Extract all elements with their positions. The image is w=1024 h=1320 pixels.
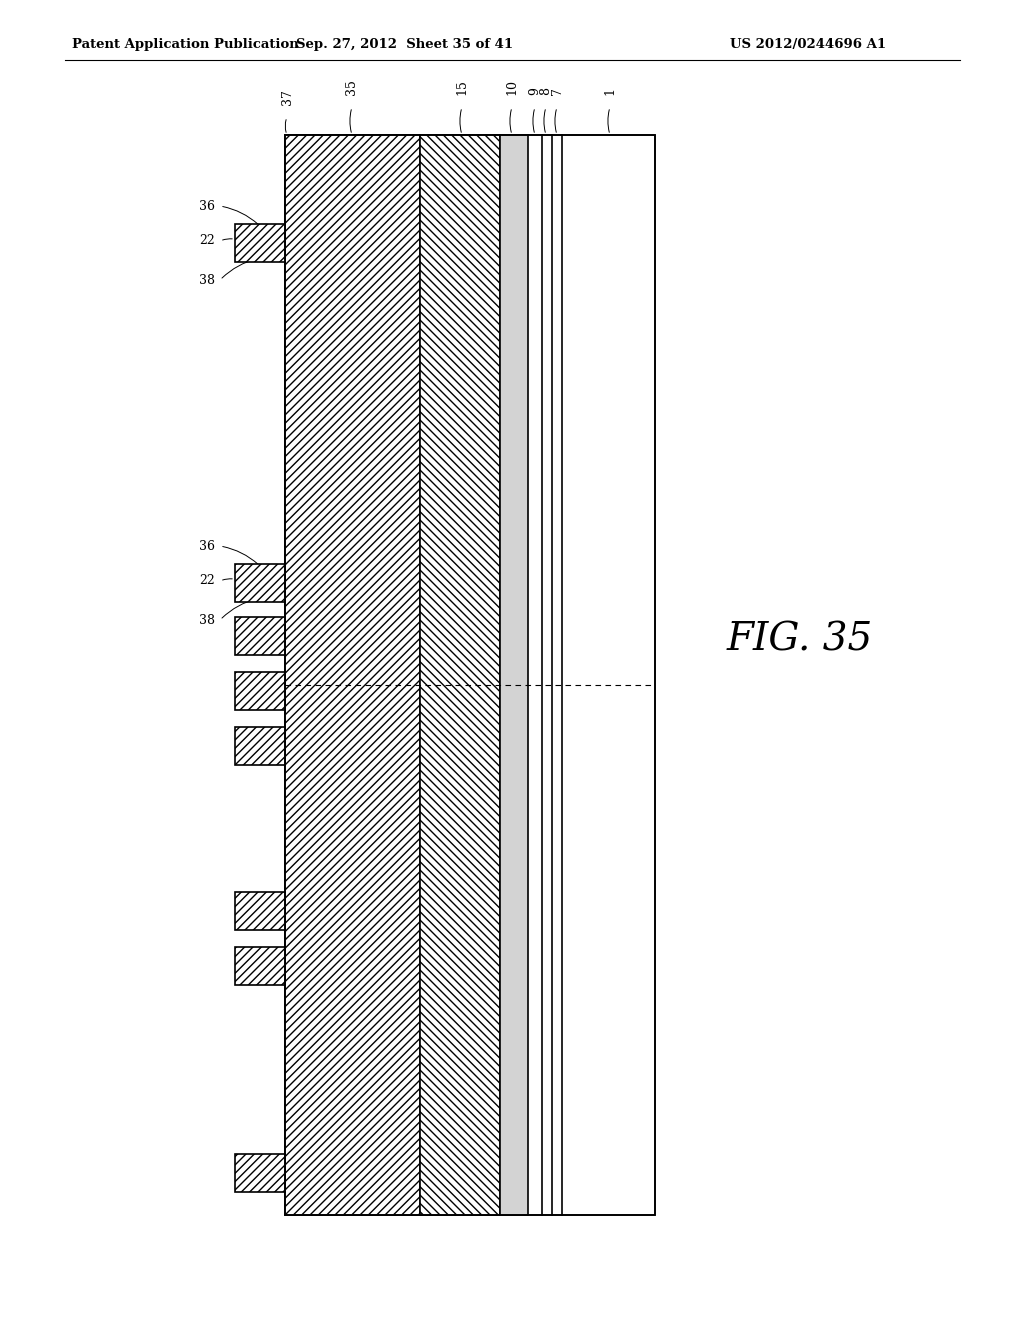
Bar xyxy=(234,892,285,931)
Text: 1: 1 xyxy=(603,87,616,95)
Text: 36: 36 xyxy=(199,540,215,553)
Bar xyxy=(234,1154,285,1192)
Bar xyxy=(234,946,285,985)
Bar xyxy=(234,727,285,766)
Text: US 2012/0244696 A1: US 2012/0244696 A1 xyxy=(730,38,886,51)
Text: 9: 9 xyxy=(528,87,542,95)
Text: 8: 8 xyxy=(540,87,553,95)
Bar xyxy=(420,135,500,1214)
Text: Sep. 27, 2012  Sheet 35 of 41: Sep. 27, 2012 Sheet 35 of 41 xyxy=(296,38,514,51)
Text: 7: 7 xyxy=(551,87,563,95)
Text: 37: 37 xyxy=(281,90,294,106)
Bar xyxy=(234,672,285,710)
Bar xyxy=(285,135,655,1214)
Bar xyxy=(234,564,285,602)
Text: 35: 35 xyxy=(345,79,358,95)
Bar xyxy=(500,135,528,1214)
Text: 10: 10 xyxy=(506,79,518,95)
Bar xyxy=(285,135,655,1214)
Bar xyxy=(234,616,285,655)
Text: 38: 38 xyxy=(199,614,215,627)
Text: 15: 15 xyxy=(456,79,469,95)
Text: 22: 22 xyxy=(200,235,215,248)
Text: FIG. 35: FIG. 35 xyxy=(727,622,873,659)
Text: 38: 38 xyxy=(199,273,215,286)
Text: 22: 22 xyxy=(200,574,215,587)
Text: Patent Application Publication: Patent Application Publication xyxy=(72,38,299,51)
Bar xyxy=(285,135,420,1214)
Bar xyxy=(234,224,285,261)
Text: 36: 36 xyxy=(199,199,215,213)
